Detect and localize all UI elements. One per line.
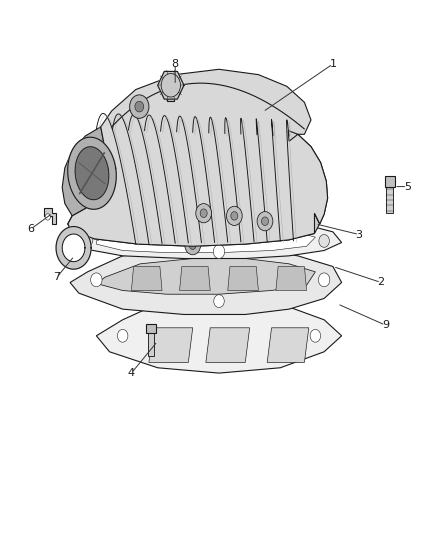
Polygon shape: [56, 227, 91, 269]
Text: 4: 4: [128, 368, 135, 378]
Circle shape: [117, 329, 128, 342]
Circle shape: [318, 273, 330, 287]
Polygon shape: [66, 216, 342, 259]
Text: 5: 5: [404, 182, 411, 191]
Polygon shape: [167, 91, 174, 101]
Polygon shape: [228, 266, 258, 290]
Polygon shape: [276, 266, 307, 290]
Polygon shape: [62, 234, 85, 262]
Text: 1: 1: [329, 59, 336, 69]
Circle shape: [130, 95, 149, 118]
Circle shape: [91, 212, 98, 220]
Text: 6: 6: [27, 224, 34, 234]
Polygon shape: [386, 187, 393, 213]
Polygon shape: [385, 176, 395, 187]
Circle shape: [226, 206, 242, 225]
Polygon shape: [148, 333, 154, 356]
Polygon shape: [206, 328, 250, 362]
Polygon shape: [44, 208, 56, 224]
Polygon shape: [158, 71, 184, 99]
Circle shape: [189, 241, 196, 249]
Circle shape: [185, 236, 201, 255]
Polygon shape: [146, 324, 156, 333]
Circle shape: [45, 214, 50, 220]
Polygon shape: [96, 298, 342, 373]
Circle shape: [213, 245, 225, 259]
Circle shape: [135, 101, 144, 112]
Text: 7: 7: [53, 272, 60, 282]
Polygon shape: [96, 224, 315, 253]
Circle shape: [231, 212, 238, 220]
Polygon shape: [288, 131, 328, 224]
Circle shape: [257, 212, 273, 231]
Circle shape: [91, 273, 102, 287]
Polygon shape: [68, 69, 328, 246]
Text: 2: 2: [378, 278, 385, 287]
Circle shape: [86, 206, 102, 225]
Circle shape: [261, 217, 268, 225]
Polygon shape: [70, 248, 342, 314]
Polygon shape: [62, 127, 112, 230]
Circle shape: [319, 235, 329, 247]
Circle shape: [82, 233, 93, 246]
Circle shape: [214, 213, 224, 226]
Circle shape: [288, 212, 295, 220]
Text: 8: 8: [172, 59, 179, 69]
Polygon shape: [149, 328, 193, 362]
Circle shape: [200, 209, 207, 217]
Polygon shape: [180, 266, 210, 290]
Circle shape: [214, 295, 224, 308]
Polygon shape: [96, 259, 315, 294]
Polygon shape: [68, 137, 116, 209]
Text: 3: 3: [356, 230, 363, 239]
Polygon shape: [68, 195, 320, 246]
Circle shape: [189, 194, 196, 203]
Polygon shape: [267, 328, 309, 362]
Circle shape: [310, 329, 321, 342]
Text: 9: 9: [382, 320, 389, 330]
Circle shape: [185, 189, 201, 208]
Circle shape: [283, 206, 299, 225]
Polygon shape: [131, 266, 162, 290]
Polygon shape: [75, 147, 109, 200]
Circle shape: [196, 204, 212, 223]
